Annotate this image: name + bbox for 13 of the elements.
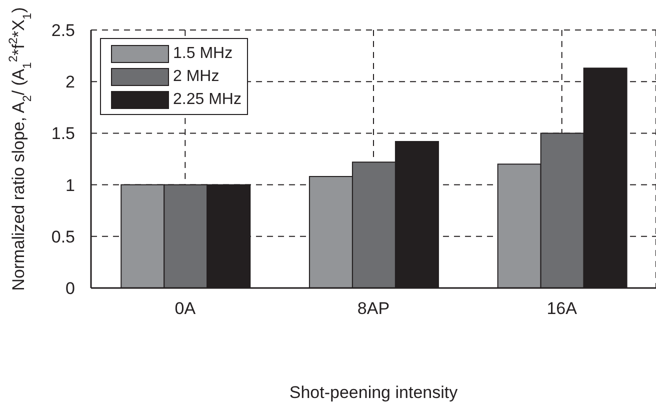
x-tick-label: 8AP bbox=[357, 299, 390, 318]
y-tick-label: 0 bbox=[66, 279, 75, 298]
x-axis-title: Shot-peening intensity bbox=[289, 383, 458, 402]
y-tick-label: 2 bbox=[66, 72, 75, 92]
legend-label: 1.5 MHz bbox=[173, 44, 233, 62]
y-tick-label: 1 bbox=[66, 176, 75, 195]
legend-label: 2.25 MHz bbox=[173, 90, 242, 108]
legend-label: 2 MHz bbox=[173, 68, 220, 86]
y-tick-label: 1.5 bbox=[51, 124, 75, 144]
x-tick-label: 16A bbox=[546, 299, 578, 318]
y-tick-label: 2.5 bbox=[51, 21, 75, 40]
y-tick-label: 0.5 bbox=[51, 227, 75, 246]
x-tick-label: 0A bbox=[174, 299, 196, 318]
